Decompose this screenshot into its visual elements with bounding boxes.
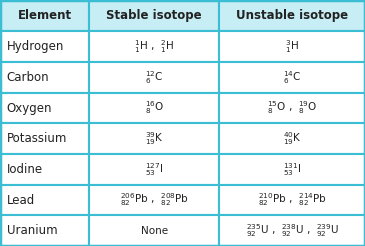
Text: $^{206}_{82}$Pb ,  $^{208}_{82}$Pb: $^{206}_{82}$Pb , $^{208}_{82}$Pb	[120, 192, 189, 208]
Bar	[219, 185, 365, 215]
Bar	[0, 0, 89, 31]
Bar	[89, 185, 219, 215]
Text: Stable isotope: Stable isotope	[107, 9, 202, 22]
Text: $^{131}_{53}$I: $^{131}_{53}$I	[283, 161, 301, 178]
Text: $^{235}_{92}$U ,  $^{238}_{92}$U ,  $^{239}_{92}$U: $^{235}_{92}$U , $^{238}_{92}$U , $^{239…	[246, 222, 338, 239]
Bar	[0, 154, 89, 185]
Text: Hydrogen: Hydrogen	[7, 40, 64, 53]
Text: Lead: Lead	[7, 194, 35, 207]
Bar	[219, 0, 365, 31]
Text: None: None	[141, 226, 168, 236]
Bar	[219, 62, 365, 93]
Text: $^{39}_{19}$K: $^{39}_{19}$K	[145, 130, 164, 147]
Bar	[89, 93, 219, 123]
Text: Unstable isotope: Unstable isotope	[236, 9, 348, 22]
Bar	[0, 31, 89, 62]
Text: $^{12}_{6}$C: $^{12}_{6}$C	[145, 69, 164, 86]
Text: $^{127}_{53}$I: $^{127}_{53}$I	[145, 161, 164, 178]
Bar	[219, 215, 365, 246]
Text: $^{1}_{1}$H ,  $^{2}_{1}$H: $^{1}_{1}$H , $^{2}_{1}$H	[134, 38, 174, 55]
Text: $^{40}_{19}$K: $^{40}_{19}$K	[283, 130, 301, 147]
Bar	[219, 93, 365, 123]
Text: $^{3}_{1}$H: $^{3}_{1}$H	[285, 38, 299, 55]
Text: Carbon: Carbon	[7, 71, 49, 84]
Text: Uranium: Uranium	[7, 224, 57, 237]
Text: $^{15}_{8}$O ,  $^{19}_{8}$O: $^{15}_{8}$O , $^{19}_{8}$O	[267, 100, 317, 117]
Bar	[89, 154, 219, 185]
Bar	[219, 123, 365, 154]
Bar	[0, 93, 89, 123]
Bar	[0, 62, 89, 93]
Bar	[0, 123, 89, 154]
Text: Iodine: Iodine	[7, 163, 43, 176]
Text: $^{210}_{82}$Pb ,  $^{214}_{82}$Pb: $^{210}_{82}$Pb , $^{214}_{82}$Pb	[258, 192, 326, 208]
Bar	[219, 31, 365, 62]
Bar	[89, 0, 219, 31]
Bar	[89, 31, 219, 62]
Bar	[219, 154, 365, 185]
Bar	[89, 215, 219, 246]
Bar	[89, 123, 219, 154]
Text: Oxygen: Oxygen	[7, 102, 52, 115]
Text: Potassium: Potassium	[7, 132, 67, 145]
Bar	[89, 62, 219, 93]
Bar	[0, 185, 89, 215]
Bar	[0, 215, 89, 246]
Text: $^{14}_{6}$C: $^{14}_{6}$C	[283, 69, 301, 86]
Text: $^{16}_{8}$O: $^{16}_{8}$O	[145, 100, 164, 117]
Text: Element: Element	[18, 9, 72, 22]
